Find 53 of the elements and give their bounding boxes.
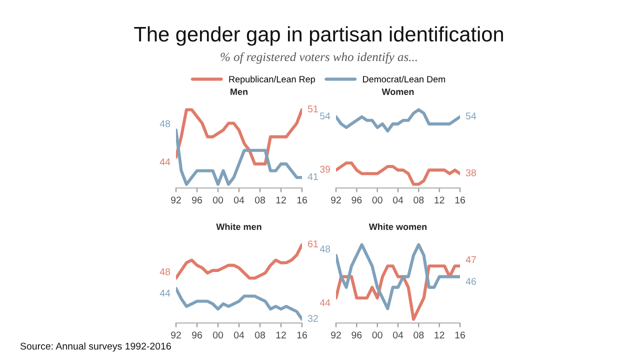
x-tick-label: 04 (234, 196, 244, 204)
data-label: 48 (320, 246, 330, 252)
data-label: 54 (466, 112, 476, 120)
x-tick-label: 96 (192, 332, 202, 338)
chart-title: White women (368, 223, 427, 230)
data-label: 41 (308, 173, 318, 180)
x-tick-label: 12 (434, 332, 444, 338)
x-tick-label: 92 (331, 332, 341, 338)
data-label: 44 (320, 299, 330, 306)
text: The gender gap in partisan identification (134, 26, 503, 46)
x-tick-label: 00 (212, 196, 224, 204)
x-tick-label: 92 (171, 196, 181, 204)
legend-label: Democrat/Lean Dem (363, 76, 445, 82)
x-tick-label: 00 (372, 196, 382, 204)
chart-title: White men (216, 223, 262, 230)
x-tick-label: 16 (455, 332, 465, 338)
legend-label: Republican/Lean Rep (229, 76, 315, 84)
data-label: 47 (466, 256, 476, 263)
x-tick-label: 16 (297, 196, 307, 204)
chart-title: Women (382, 88, 414, 95)
x-tick-label: 04 (392, 196, 404, 204)
text: % of registered voters who identify as... (220, 52, 417, 64)
x-tick-label: 12 (434, 196, 444, 204)
x-tick-label: 08 (254, 196, 265, 204)
x-tick-label: 04 (234, 332, 244, 338)
x-tick-label: 96 (192, 196, 202, 204)
data-label: 44 (160, 158, 170, 166)
x-tick-label: 04 (392, 332, 404, 338)
data-label: 54 (320, 112, 330, 120)
x-tick-label: 08 (414, 332, 424, 338)
x-tick-label: 96 (352, 196, 362, 204)
data-label: 44 (160, 290, 170, 296)
data-label: 48 (160, 268, 170, 276)
chart-title: Men (230, 88, 248, 95)
x-tick-label: 12 (276, 196, 286, 204)
data-label: 38 (466, 169, 476, 176)
data-label: 32 (308, 315, 318, 322)
source-note: Source: Annual surveys 1992-2016 (20, 342, 171, 352)
data-label: 61 (308, 240, 318, 248)
x-tick-label: 16 (297, 332, 307, 338)
x-tick-label: 08 (414, 196, 424, 204)
x-tick-label: 96 (352, 332, 362, 338)
data-label: 48 (160, 120, 170, 128)
data-label: 51 (308, 106, 318, 112)
x-tick-label: 12 (276, 332, 286, 338)
x-tick-label: 92 (331, 196, 341, 204)
data-label: 39 (320, 166, 330, 173)
x-tick-label: 16 (455, 196, 465, 204)
x-tick-label: 92 (171, 332, 181, 338)
x-tick-label: 00 (372, 332, 382, 338)
data-label: 46 (466, 278, 476, 285)
x-tick-label: 08 (254, 332, 265, 338)
x-tick-label: 00 (212, 332, 224, 338)
